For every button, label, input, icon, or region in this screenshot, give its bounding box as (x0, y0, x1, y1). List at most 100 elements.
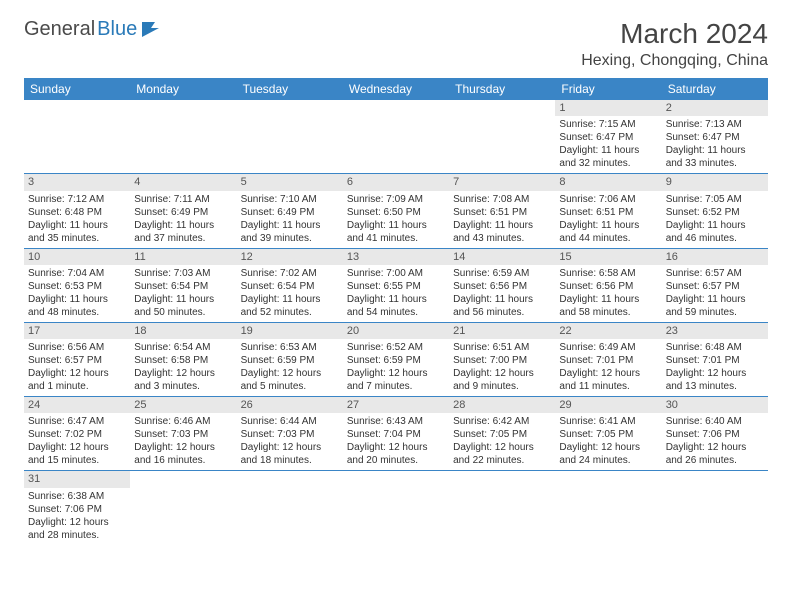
daylight-text: and 13 minutes. (666, 380, 764, 393)
calendar-day-cell: 24Sunrise: 6:47 AMSunset: 7:02 PMDayligh… (24, 397, 130, 471)
daylight-text: Daylight: 12 hours (347, 367, 445, 380)
calendar-day-cell: 14Sunrise: 6:59 AMSunset: 6:56 PMDayligh… (449, 248, 555, 322)
daylight-text: and 7 minutes. (347, 380, 445, 393)
calendar-week-row: 24Sunrise: 6:47 AMSunset: 7:02 PMDayligh… (24, 397, 768, 471)
sunrise-text: Sunrise: 7:06 AM (559, 193, 657, 206)
sunrise-text: Sunrise: 7:09 AM (347, 193, 445, 206)
daylight-text: and 44 minutes. (559, 232, 657, 245)
day-number: 27 (343, 397, 449, 413)
calendar-day-cell (662, 471, 768, 545)
day-number: 9 (662, 174, 768, 190)
sunrise-text: Sunrise: 6:59 AM (453, 267, 551, 280)
daylight-text: and 58 minutes. (559, 306, 657, 319)
sunrise-text: Sunrise: 6:41 AM (559, 415, 657, 428)
day-number: 18 (130, 323, 236, 339)
daylight-text: and 41 minutes. (347, 232, 445, 245)
day-number: 14 (449, 249, 555, 265)
sunset-text: Sunset: 6:56 PM (453, 280, 551, 293)
calendar-day-cell: 28Sunrise: 6:42 AMSunset: 7:05 PMDayligh… (449, 397, 555, 471)
daylight-text: and 48 minutes. (28, 306, 126, 319)
day-number: 22 (555, 323, 661, 339)
day-number: 24 (24, 397, 130, 413)
logo-text-1: General (24, 18, 95, 41)
month-title: March 2024 (581, 18, 768, 50)
calendar-day-cell: 16Sunrise: 6:57 AMSunset: 6:57 PMDayligh… (662, 248, 768, 322)
daylight-text: and 56 minutes. (453, 306, 551, 319)
weekday-header: Tuesday (237, 78, 343, 100)
calendar-day-cell: 26Sunrise: 6:44 AMSunset: 7:03 PMDayligh… (237, 397, 343, 471)
calendar-day-cell: 21Sunrise: 6:51 AMSunset: 7:00 PMDayligh… (449, 322, 555, 396)
calendar-week-row: 3Sunrise: 7:12 AMSunset: 6:48 PMDaylight… (24, 174, 768, 248)
sunrise-text: Sunrise: 7:08 AM (453, 193, 551, 206)
daylight-text: Daylight: 11 hours (347, 219, 445, 232)
daylight-text: and 43 minutes. (453, 232, 551, 245)
sunrise-text: Sunrise: 6:46 AM (134, 415, 232, 428)
daylight-text: and 18 minutes. (241, 454, 339, 467)
daylight-text: and 28 minutes. (28, 529, 126, 542)
daylight-text: and 16 minutes. (134, 454, 232, 467)
calendar-day-cell: 8Sunrise: 7:06 AMSunset: 6:51 PMDaylight… (555, 174, 661, 248)
sunrise-text: Sunrise: 6:51 AM (453, 341, 551, 354)
daylight-text: Daylight: 11 hours (28, 293, 126, 306)
sunrise-text: Sunrise: 6:53 AM (241, 341, 339, 354)
calendar-day-cell (555, 471, 661, 545)
weekday-header: Wednesday (343, 78, 449, 100)
daylight-text: Daylight: 11 hours (666, 144, 764, 157)
daylight-text: and 15 minutes. (28, 454, 126, 467)
flag-icon (141, 21, 163, 39)
daylight-text: and 26 minutes. (666, 454, 764, 467)
day-number: 8 (555, 174, 661, 190)
calendar-day-cell: 31Sunrise: 6:38 AMSunset: 7:06 PMDayligh… (24, 471, 130, 545)
daylight-text: and 54 minutes. (347, 306, 445, 319)
day-number: 5 (237, 174, 343, 190)
weekday-header: Sunday (24, 78, 130, 100)
calendar-day-cell: 5Sunrise: 7:10 AMSunset: 6:49 PMDaylight… (237, 174, 343, 248)
day-number: 25 (130, 397, 236, 413)
daylight-text: and 24 minutes. (559, 454, 657, 467)
calendar-day-cell: 9Sunrise: 7:05 AMSunset: 6:52 PMDaylight… (662, 174, 768, 248)
daylight-text: and 35 minutes. (28, 232, 126, 245)
weekday-header: Thursday (449, 78, 555, 100)
daylight-text: Daylight: 12 hours (453, 367, 551, 380)
sunset-text: Sunset: 7:02 PM (28, 428, 126, 441)
weekday-header: Friday (555, 78, 661, 100)
daylight-text: and 37 minutes. (134, 232, 232, 245)
daylight-text: Daylight: 12 hours (666, 441, 764, 454)
daylight-text: and 20 minutes. (347, 454, 445, 467)
daylight-text: and 50 minutes. (134, 306, 232, 319)
sunrise-text: Sunrise: 6:57 AM (666, 267, 764, 280)
daylight-text: and 11 minutes. (559, 380, 657, 393)
sunrise-text: Sunrise: 7:10 AM (241, 193, 339, 206)
logo: GeneralBlue (24, 18, 163, 41)
daylight-text: Daylight: 12 hours (28, 367, 126, 380)
daylight-text: and 59 minutes. (666, 306, 764, 319)
sunrise-text: Sunrise: 7:12 AM (28, 193, 126, 206)
calendar-week-row: 17Sunrise: 6:56 AMSunset: 6:57 PMDayligh… (24, 322, 768, 396)
sunrise-text: Sunrise: 6:43 AM (347, 415, 445, 428)
logo-text-2: Blue (97, 18, 137, 41)
sunrise-text: Sunrise: 6:48 AM (666, 341, 764, 354)
daylight-text: Daylight: 11 hours (28, 219, 126, 232)
sunset-text: Sunset: 6:50 PM (347, 206, 445, 219)
sunset-text: Sunset: 6:51 PM (559, 206, 657, 219)
daylight-text: Daylight: 11 hours (559, 293, 657, 306)
calendar-day-cell: 12Sunrise: 7:02 AMSunset: 6:54 PMDayligh… (237, 248, 343, 322)
day-number: 29 (555, 397, 661, 413)
daylight-text: and 5 minutes. (241, 380, 339, 393)
sunrise-text: Sunrise: 7:03 AM (134, 267, 232, 280)
sunset-text: Sunset: 7:01 PM (559, 354, 657, 367)
sunrise-text: Sunrise: 6:38 AM (28, 490, 126, 503)
day-number: 19 (237, 323, 343, 339)
daylight-text: Daylight: 11 hours (559, 144, 657, 157)
calendar-day-cell: 23Sunrise: 6:48 AMSunset: 7:01 PMDayligh… (662, 322, 768, 396)
day-number: 10 (24, 249, 130, 265)
day-number: 15 (555, 249, 661, 265)
sunrise-text: Sunrise: 6:58 AM (559, 267, 657, 280)
day-number: 11 (130, 249, 236, 265)
day-number: 1 (555, 100, 661, 116)
daylight-text: and 39 minutes. (241, 232, 339, 245)
calendar-day-cell: 25Sunrise: 6:46 AMSunset: 7:03 PMDayligh… (130, 397, 236, 471)
daylight-text: Daylight: 12 hours (241, 367, 339, 380)
sunset-text: Sunset: 6:47 PM (666, 131, 764, 144)
sunset-text: Sunset: 7:06 PM (666, 428, 764, 441)
